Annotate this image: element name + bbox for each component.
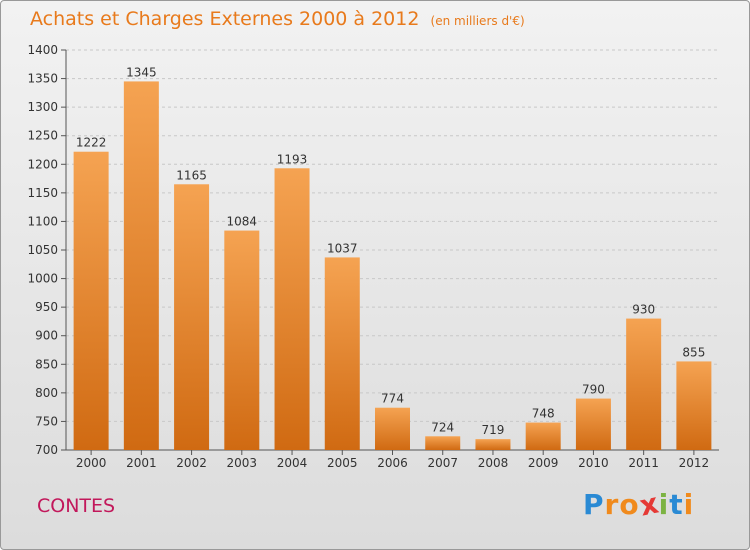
logo-letter: i <box>658 488 670 521</box>
bar-2012 <box>676 361 712 450</box>
labels: 700 750 800 850 900 950 1000 1050 1100 1150 1200 12… <box>27 43 709 470</box>
value-label: 1193 <box>277 152 308 166</box>
value-label: 748 <box>532 407 555 421</box>
bar-2008 <box>475 439 511 450</box>
bar-2011 <box>626 318 662 450</box>
y-tick-label: 1300 <box>27 100 58 114</box>
x-tick-label: 2012 <box>679 456 710 470</box>
logo-letter: t <box>669 488 684 521</box>
y-tick-label: 1350 <box>27 72 58 86</box>
logo-letter: r <box>604 488 620 521</box>
y-tick-label: 800 <box>35 386 58 400</box>
x-tick-label: 2010 <box>578 456 609 470</box>
x-tick-label: 2011 <box>628 456 659 470</box>
grid-lines <box>66 49 719 451</box>
bars <box>73 81 712 451</box>
bar-2010 <box>575 398 611 450</box>
bar-2000 <box>73 151 109 450</box>
y-tick-label: 1250 <box>27 129 58 143</box>
y-tick-label: 1000 <box>27 272 58 286</box>
value-label: 774 <box>381 392 404 406</box>
x-tick-label: 2002 <box>176 456 207 470</box>
logo-letter: P <box>583 488 605 521</box>
x-tick-label: 2009 <box>528 456 559 470</box>
value-label: 1165 <box>176 168 207 182</box>
y-tick-label: 750 <box>35 414 58 428</box>
x-tick-label: 2008 <box>478 456 509 470</box>
bar-2001 <box>123 81 159 450</box>
logo-letter: o <box>619 488 640 521</box>
y-tick-label: 1050 <box>27 243 58 257</box>
x-tick-label: 2007 <box>427 456 458 470</box>
bar-2006 <box>375 407 410 450</box>
x-tick-label: 2003 <box>227 456 258 470</box>
commune-name: CONTES <box>37 495 116 517</box>
bar-2003 <box>224 230 260 450</box>
x-tick-label: 2004 <box>277 456 308 470</box>
x-tick-label: 2000 <box>76 456 107 470</box>
y-tick-label: 900 <box>35 329 58 343</box>
value-label: 790 <box>582 383 605 397</box>
bar-2005 <box>324 257 360 450</box>
value-label: 719 <box>482 423 505 437</box>
value-label: 724 <box>431 420 454 434</box>
y-tick-label: 950 <box>35 300 58 314</box>
value-label: 1345 <box>126 65 157 79</box>
bar-2002 <box>174 184 210 451</box>
proxiti-logo: Proxiti <box>583 486 695 522</box>
y-tick-label: 1200 <box>27 157 58 171</box>
bar-2009 <box>525 422 561 450</box>
y-tick-label: 1100 <box>27 214 58 228</box>
y-tick-label: 700 <box>35 443 58 457</box>
value-label: 1222 <box>76 136 107 150</box>
chart-unit: (en milliers d'€) <box>430 14 525 28</box>
x-tick-label: 2001 <box>126 456 157 470</box>
value-label: 930 <box>632 303 655 317</box>
chart-title: Achats et Charges Externes 2000 à 2012 (… <box>30 8 525 30</box>
value-label: 855 <box>682 345 705 359</box>
value-label: 1084 <box>227 215 258 229</box>
y-tick-label: 1400 <box>27 43 58 57</box>
bar-2004 <box>274 168 310 451</box>
x-tick-label: 2006 <box>377 456 408 470</box>
logo-letter: i <box>683 488 695 521</box>
y-tick-label: 1150 <box>27 186 58 200</box>
x-tick-label: 2005 <box>327 456 358 470</box>
y-tick-label: 850 <box>35 357 58 371</box>
bar-2007 <box>425 436 461 450</box>
value-label: 1037 <box>327 241 358 255</box>
chart-title-text: Achats et Charges Externes 2000 à 2012 <box>30 8 420 30</box>
